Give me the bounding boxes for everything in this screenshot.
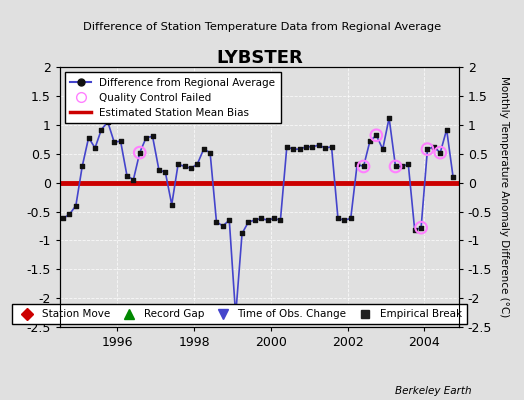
Point <box>321 145 330 151</box>
Text: Difference of Station Temperature Data from Regional Average: Difference of Station Temperature Data f… <box>83 22 441 32</box>
Point <box>391 163 400 170</box>
Point <box>238 230 246 237</box>
Point <box>346 215 355 222</box>
Point <box>289 146 298 152</box>
Point <box>378 146 387 152</box>
Point <box>84 134 93 141</box>
Point <box>270 215 278 222</box>
Point <box>410 227 419 233</box>
Point <box>353 161 362 167</box>
Point <box>366 138 374 144</box>
Point <box>219 223 227 229</box>
Point <box>257 215 266 222</box>
Point <box>142 134 150 141</box>
Point <box>129 176 138 183</box>
Point <box>282 144 291 150</box>
Point <box>372 132 380 138</box>
Point <box>308 144 316 150</box>
Point <box>225 217 234 223</box>
Point <box>359 163 368 170</box>
Point <box>359 163 368 170</box>
Point <box>264 217 272 223</box>
Point <box>72 202 80 209</box>
Point <box>116 138 125 144</box>
Point <box>328 144 336 150</box>
Y-axis label: Monthly Temperature Anomaly Difference (°C): Monthly Temperature Anomaly Difference (… <box>499 76 509 318</box>
Point <box>65 211 73 218</box>
Point <box>97 126 105 133</box>
Point <box>398 163 406 170</box>
Point <box>174 161 182 167</box>
Point <box>206 150 214 156</box>
Point <box>417 224 425 231</box>
Point <box>200 146 208 152</box>
Text: Berkeley Earth: Berkeley Earth <box>395 386 472 396</box>
Point <box>449 174 457 180</box>
Title: LYBSTER: LYBSTER <box>216 49 303 67</box>
Point <box>180 163 189 170</box>
Point <box>391 163 400 170</box>
Point <box>340 217 348 223</box>
Point <box>302 144 310 150</box>
Point <box>104 119 112 125</box>
Legend: Station Move, Record Gap, Time of Obs. Change, Empirical Break: Station Move, Record Gap, Time of Obs. C… <box>12 304 467 324</box>
Point <box>212 219 221 225</box>
Point <box>193 161 202 167</box>
Point <box>385 115 394 121</box>
Point <box>136 150 144 156</box>
Point <box>334 215 342 222</box>
Point <box>417 224 425 231</box>
Point <box>168 201 176 208</box>
Point <box>372 132 380 138</box>
Point <box>123 172 131 179</box>
Point <box>155 167 163 173</box>
Point <box>250 217 259 223</box>
Point <box>314 142 323 148</box>
Point <box>423 146 432 152</box>
Point <box>232 312 240 319</box>
Point <box>187 165 195 172</box>
Point <box>148 133 157 140</box>
Point <box>110 139 118 146</box>
Point <box>436 150 444 156</box>
Point <box>136 150 144 156</box>
Point <box>296 146 304 152</box>
Point <box>276 217 285 223</box>
Point <box>59 215 67 222</box>
Point <box>404 161 412 167</box>
Point <box>436 150 444 156</box>
Point <box>244 219 253 225</box>
Point <box>430 144 438 150</box>
Point <box>423 146 432 152</box>
Point <box>78 163 86 170</box>
Point <box>91 145 99 151</box>
Point <box>442 126 451 133</box>
Point <box>161 169 170 176</box>
